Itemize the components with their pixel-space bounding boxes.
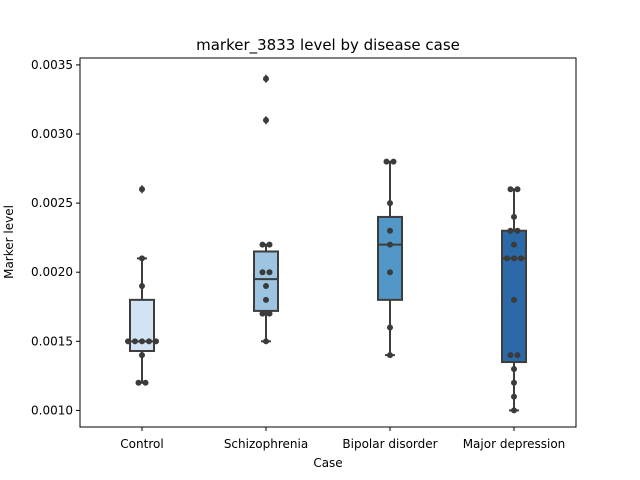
- y-tick-label: 0.0030: [31, 127, 73, 141]
- y-tick-label: 0.0010: [31, 403, 73, 417]
- data-point: [259, 241, 266, 248]
- chart-title: marker_3833 level by disease case: [196, 36, 460, 55]
- data-point: [514, 186, 521, 193]
- x-tick-label: Control: [120, 437, 163, 451]
- data-point: [259, 269, 266, 276]
- data-point: [507, 186, 514, 193]
- data-points: [125, 75, 524, 414]
- x-tick-label: Schizophrenia: [224, 437, 308, 451]
- data-point: [139, 283, 145, 290]
- x-axis: Control Schizophrenia Bipolar disorder Majo…: [120, 427, 565, 451]
- data-point: [511, 255, 517, 262]
- points-control: [125, 186, 159, 386]
- data-point: [266, 269, 273, 276]
- points-major-depression: [504, 186, 524, 414]
- data-point: [511, 241, 517, 248]
- data-point: [514, 227, 521, 234]
- points-schizophrenia: [259, 75, 273, 345]
- data-point: [383, 158, 390, 165]
- data-point: [511, 393, 517, 400]
- data-point: [387, 324, 393, 331]
- data-point: [507, 352, 514, 359]
- plot-area-frame: [79, 57, 577, 428]
- data-point: [387, 269, 393, 276]
- box-plots: [129, 74, 527, 412]
- data-point: [132, 338, 138, 345]
- y-axis: 0.0010 0.0015 0.0020 0.0025 0.0030 0.0035: [31, 58, 80, 417]
- data-point: [387, 352, 393, 359]
- data-point: [139, 186, 145, 193]
- data-point: [511, 407, 517, 414]
- data-point: [263, 117, 269, 124]
- data-point: [263, 75, 269, 82]
- x-tick-label: Bipolar disorder: [342, 437, 437, 451]
- x-axis-label: Case: [313, 456, 342, 470]
- data-point: [139, 255, 145, 262]
- data-point: [511, 379, 517, 386]
- data-point: [259, 310, 266, 317]
- data-point: [263, 338, 269, 345]
- data-point: [504, 255, 510, 262]
- data-point: [511, 365, 517, 372]
- data-point: [387, 227, 393, 234]
- data-point: [511, 213, 517, 220]
- box-iqr: [501, 229, 527, 364]
- data-point: [518, 255, 524, 262]
- y-tick-label: 0.0015: [31, 334, 73, 348]
- data-point: [390, 158, 397, 165]
- data-point: [146, 338, 152, 345]
- data-point: [263, 283, 269, 290]
- data-point: [511, 296, 517, 303]
- data-point: [507, 227, 514, 234]
- data-point: [266, 241, 273, 248]
- data-point: [266, 310, 273, 317]
- data-point: [387, 241, 393, 248]
- y-axis-label: Marker level: [2, 205, 16, 279]
- data-point: [387, 200, 393, 207]
- data-point: [125, 338, 131, 345]
- points-bipolar-disorder: [383, 158, 397, 359]
- box-schizophrenia: [253, 74, 279, 343]
- y-tick-label: 0.0035: [31, 58, 73, 72]
- data-point: [514, 352, 521, 359]
- data-point: [142, 379, 149, 386]
- data-point: [135, 379, 142, 386]
- y-tick-label: 0.0025: [31, 196, 73, 210]
- data-point: [139, 352, 145, 359]
- data-point: [139, 338, 145, 345]
- data-point: [263, 296, 269, 303]
- data-point: [153, 338, 159, 345]
- x-tick-label: Major depression: [463, 437, 566, 451]
- y-tick-label: 0.0020: [31, 265, 73, 279]
